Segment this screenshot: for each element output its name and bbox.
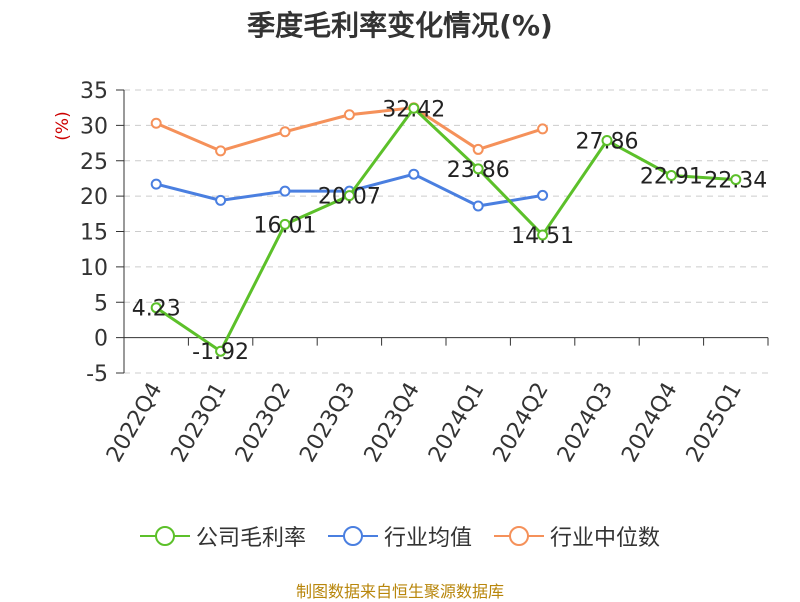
series-point-1 xyxy=(408,168,420,180)
series-point-2 xyxy=(150,117,162,129)
y-tick-label: 10 xyxy=(80,256,108,281)
x-tick-label: 2024Q1 xyxy=(424,379,489,467)
data-label: 22.91 xyxy=(640,165,703,190)
series-point-1 xyxy=(279,185,291,197)
series-point-2 xyxy=(472,143,484,155)
y-tick-label: 5 xyxy=(94,291,108,316)
series-point-2 xyxy=(537,123,549,135)
legend-marker-company-icon xyxy=(139,526,190,546)
data-label-layer: 4.23-1.9216.0120.0732.4223.8614.5127.862… xyxy=(132,97,768,365)
x-tick-label: 2023Q1 xyxy=(166,379,231,467)
series-line-0 xyxy=(155,106,736,353)
legend-item-company-margin[interactable]: 公司毛利率 xyxy=(139,520,306,552)
series-point-0 xyxy=(730,174,742,186)
data-source-note: 制图数据来自恒生聚源数据库 xyxy=(295,582,504,601)
y-tick-label: 35 xyxy=(80,79,108,104)
y-tick-label: 0 xyxy=(94,327,108,352)
series-point-0 xyxy=(408,102,420,114)
y-tick-label: -5 xyxy=(86,362,108,387)
data-label: 27.86 xyxy=(576,130,639,155)
series-point-0 xyxy=(601,135,613,147)
series-point-2 xyxy=(279,126,291,138)
y-tick-label: 15 xyxy=(80,221,108,246)
x-tick-label: 2023Q4 xyxy=(360,379,425,467)
chart-title: 季度毛利率变化情况(%) xyxy=(247,9,553,42)
y-tick-label: 25 xyxy=(80,150,108,175)
series-layer xyxy=(150,102,742,357)
x-tick-label: 2025Q1 xyxy=(682,379,747,467)
legend-label-median: 行业中位数 xyxy=(550,526,661,551)
legend-label-mean: 行业均值 xyxy=(383,526,472,551)
series-point-0 xyxy=(537,229,549,241)
data-label: -1.92 xyxy=(192,340,249,365)
data-label: 23.86 xyxy=(447,158,510,183)
series-point-0 xyxy=(472,163,484,175)
series-point-0 xyxy=(150,302,162,314)
series-point-0 xyxy=(279,218,291,230)
legend-label-company: 公司毛利率 xyxy=(195,526,306,551)
series-point-1 xyxy=(215,194,227,206)
x-tick-label: 2023Q2 xyxy=(231,379,296,467)
data-label: 32.42 xyxy=(382,97,445,122)
series-point-0 xyxy=(215,345,227,357)
y-axis-unit-label: (%) xyxy=(53,111,73,140)
x-tick-label: 2023Q3 xyxy=(295,379,360,467)
legend: 公司毛利率 行业均值 行业中位数 xyxy=(0,520,800,552)
y-tick-label: 20 xyxy=(80,185,108,210)
series-point-2 xyxy=(343,109,355,121)
y-tick-label: 30 xyxy=(80,114,108,139)
legend-item-industry-mean[interactable]: 行业均值 xyxy=(327,520,472,552)
legend-item-industry-median[interactable]: 行业中位数 xyxy=(494,520,660,552)
series-point-2 xyxy=(215,145,227,157)
x-tick-label: 2024Q2 xyxy=(488,379,553,467)
x-tick-label: 2024Q3 xyxy=(553,379,618,467)
data-label: 22.34 xyxy=(704,169,767,194)
series-point-0 xyxy=(665,170,677,182)
series-point-0 xyxy=(343,190,355,202)
x-tick-label: 2024Q4 xyxy=(617,379,682,467)
data-label: 16.01 xyxy=(254,213,317,238)
data-label: 4.23 xyxy=(132,297,181,322)
legend-marker-median-icon xyxy=(494,526,544,546)
data-label: 20.07 xyxy=(318,185,381,210)
grid-layer xyxy=(124,89,768,374)
series-point-1 xyxy=(472,200,484,212)
series-point-1 xyxy=(150,178,162,190)
data-label: 14.51 xyxy=(511,224,574,249)
x-tick-label: 2022Q4 xyxy=(102,379,167,467)
legend-marker-mean-icon xyxy=(327,526,378,546)
series-point-1 xyxy=(537,189,549,201)
